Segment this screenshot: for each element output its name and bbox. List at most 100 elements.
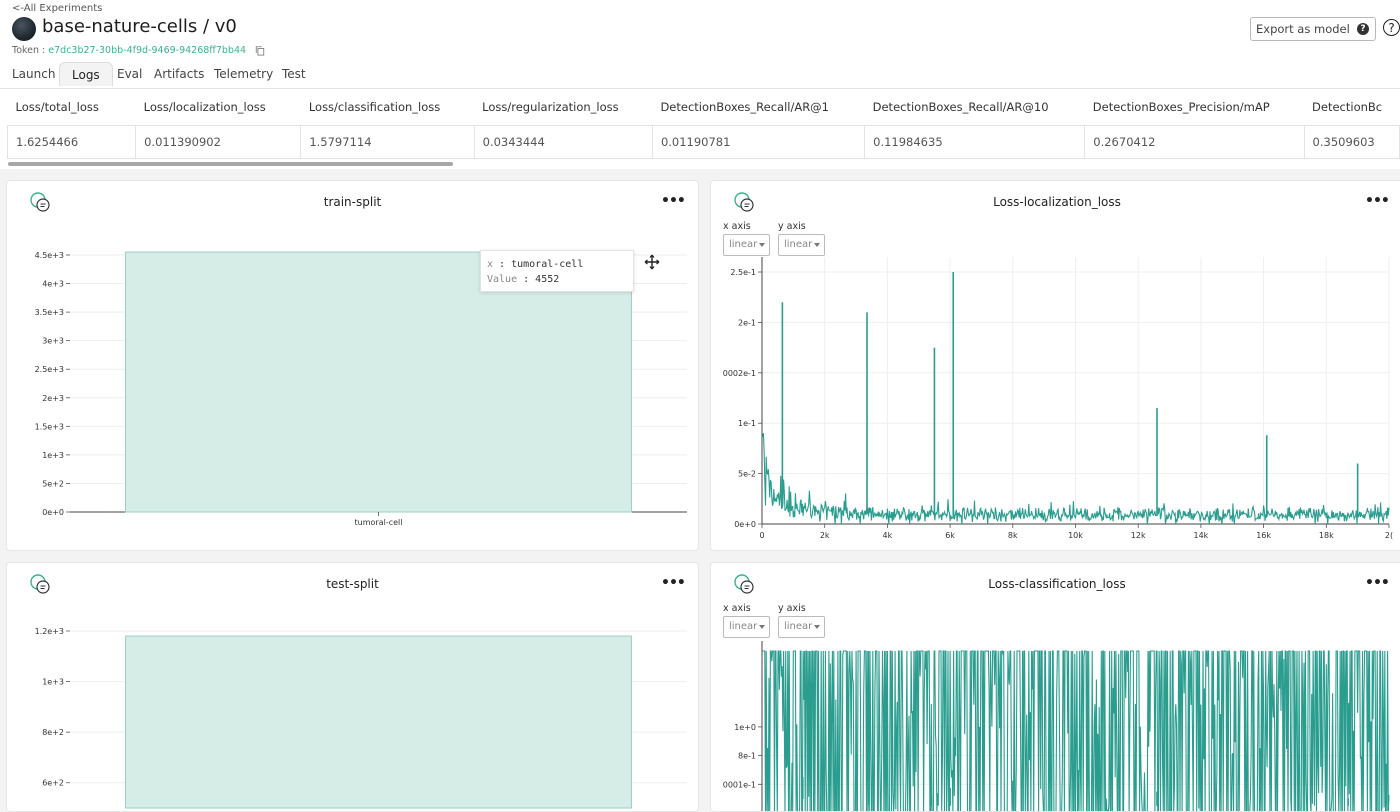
- table-header-row: Loss/total_loss Loss/localization_loss L…: [8, 89, 1400, 126]
- token-value: e7dc3b27-30bb-4f9d-9469-94268ff7bb44: [48, 45, 247, 56]
- y-tick-label: 8e-1: [738, 752, 756, 761]
- back-to-experiments-link[interactable]: <-All Experiments: [12, 3, 103, 14]
- more-options-icon[interactable]: •••: [661, 193, 686, 209]
- help-circle-icon[interactable]: ?: [1383, 19, 1400, 36]
- panel-title: Loss-localization_loss: [993, 195, 1121, 209]
- column-header[interactable]: DetectionBoxes_Recall/AR@10: [872, 100, 1049, 114]
- y-tick-label: 5e+2: [42, 479, 64, 488]
- x-tick-label: 18k: [1319, 531, 1334, 540]
- tooltip-value-key: Value: [487, 274, 518, 285]
- y-tick-label: 4e+3: [42, 280, 64, 289]
- horizontal-scrollbar[interactable]: [8, 162, 453, 166]
- x-tick-label: tumoral-cell: [355, 518, 403, 527]
- tooltip-value: 4552: [535, 274, 560, 285]
- y-axis-label: y axis: [778, 603, 806, 614]
- chat-bubble-icon[interactable]: [29, 573, 51, 595]
- column-header[interactable]: Loss/regularization_loss: [482, 100, 619, 114]
- x-tick-label: 10k: [1068, 531, 1083, 540]
- panel-loss-localization: Loss-localization_loss ••• x axis y axis…: [710, 180, 1400, 551]
- tooltip-x-value: tumoral-cell: [511, 259, 584, 270]
- tab-artifacts[interactable]: Artifacts: [154, 67, 205, 81]
- metrics-table-container: Loss/total_loss Loss/localization_loss L…: [0, 88, 1400, 169]
- tab-eval[interactable]: Eval: [117, 67, 143, 81]
- table-cell: 0.01190781: [652, 125, 866, 159]
- table-cell: 1.6254466: [6, 125, 137, 159]
- y-scale-value: linear: [784, 621, 813, 632]
- y-tick-label: 1e+3: [42, 451, 64, 460]
- y-tick-label: 0002e-1: [723, 369, 756, 378]
- more-options-icon[interactable]: •••: [1365, 575, 1390, 591]
- y-tick-label: 1.5e+3: [35, 422, 64, 431]
- x-scale-value: linear: [729, 239, 758, 250]
- table-cell: 0.2670412: [1084, 125, 1305, 159]
- column-header[interactable]: DetectionBc: [1312, 100, 1383, 114]
- chevron-down-icon: [814, 625, 820, 629]
- help-icon[interactable]: ?: [1357, 23, 1369, 35]
- column-header[interactable]: Loss/classification_loss: [308, 100, 441, 114]
- chat-bubble-icon[interactable]: [733, 191, 755, 213]
- y-tick-label: 1e+3: [42, 678, 64, 687]
- project-avatar: [12, 17, 36, 41]
- more-options-icon[interactable]: •••: [1365, 193, 1390, 209]
- more-options-icon[interactable]: •••: [661, 575, 686, 591]
- x-tick-label: 8k: [1008, 531, 1018, 540]
- tooltip-x-key: x: [487, 259, 494, 270]
- y-tick-label: 1e+0: [734, 723, 756, 732]
- column-header[interactable]: Loss/localization_loss: [143, 100, 266, 114]
- panel-title: train-split: [323, 195, 382, 209]
- table-cell: 0.11984635: [864, 125, 1086, 159]
- table-row: 1.6254466 0.011390902 1.5797114 0.034344…: [6, 125, 1400, 159]
- bar: [125, 251, 632, 513]
- export-as-model-button[interactable]: Export as model ?: [1250, 17, 1376, 41]
- table-cell: 0.0343444: [474, 125, 653, 159]
- x-axis-label: x axis: [723, 221, 751, 232]
- x-axis-label: x axis: [723, 603, 751, 614]
- tab-test[interactable]: Test: [282, 67, 306, 81]
- y-scale-value: linear: [784, 239, 813, 250]
- train-split-chart: 0e+0 5e+2 1e+3 1.5e+3 2e+3 2.5e+3 3e+3 3.5e+3 4e…: [35, 251, 687, 527]
- chat-bubble-icon[interactable]: [733, 573, 755, 595]
- y-axis-label: y axis: [778, 221, 806, 232]
- table-cell: 0.011390902: [135, 125, 302, 159]
- move-cursor-icon: [644, 254, 660, 270]
- series-line: [762, 650, 1390, 811]
- bar: [125, 635, 632, 809]
- chevron-down-icon: [759, 243, 765, 247]
- panel-loss-classification: Loss-classification_loss ••• x axis y ax…: [710, 562, 1400, 812]
- loss-localization-chart: 0e+0 5e-2 1e-1 0002e-1 2e-1 2.5e-1 0 2k 4k 6k 8k 10…: [723, 257, 1393, 540]
- y-tick-label: 8e+2: [42, 728, 64, 737]
- chat-bubble-icon[interactable]: [29, 191, 51, 213]
- tab-launch[interactable]: Launch: [12, 67, 56, 81]
- x-tick-label: 4k: [883, 531, 893, 540]
- tab-telemetry[interactable]: Telemetry: [214, 67, 274, 81]
- y-tick-label: 3e+3: [42, 337, 64, 346]
- column-header[interactable]: Loss/total_loss: [15, 100, 99, 114]
- y-tick-label: 2.5e-1: [730, 268, 756, 277]
- chevron-down-icon: [814, 243, 820, 247]
- x-tick-label: 12k: [1131, 531, 1146, 540]
- loss-classification-chart: 0001e-1 8e-1 1e+0: [723, 641, 1390, 811]
- table-cell: 0.3509603: [1304, 125, 1400, 159]
- chart-tooltip: x : tumoral-cell Value : 4552: [480, 250, 634, 292]
- panel-train-split: train-split ••• 0e+0 5e+2 1e+3 1.5e+3 2e+3 2.…: [6, 180, 699, 551]
- x-scale-select[interactable]: linear: [723, 616, 770, 638]
- y-tick-label: 4.5e+3: [35, 251, 64, 260]
- y-tick-label: 5e-2: [738, 470, 756, 479]
- token-label: Token :: [12, 45, 49, 56]
- copy-icon[interactable]: [255, 45, 265, 56]
- page-title: base-nature-cells / v0: [42, 16, 237, 37]
- y-tick-label: 0e+0: [734, 520, 756, 529]
- column-header[interactable]: DetectionBoxes_Precision/mAP: [1092, 100, 1270, 114]
- y-tick-label: 1.2e+3: [35, 627, 64, 636]
- panel-title: Loss-classification_loss: [988, 577, 1126, 591]
- x-scale-select[interactable]: linear: [723, 234, 770, 256]
- column-header[interactable]: DetectionBoxes_Recall/AR@1: [660, 100, 830, 114]
- y-tick-label: 2e+3: [42, 394, 64, 403]
- token-line: Token : e7dc3b27-30bb-4f9d-9469-94268ff7…: [12, 45, 246, 56]
- y-tick-label: 0e+0: [42, 508, 64, 517]
- y-scale-select[interactable]: linear: [778, 234, 825, 256]
- y-tick-label: 3.5e+3: [35, 308, 64, 317]
- y-scale-select[interactable]: linear: [778, 616, 825, 638]
- chevron-down-icon: [759, 625, 765, 629]
- tab-logs[interactable]: Logs: [59, 62, 113, 86]
